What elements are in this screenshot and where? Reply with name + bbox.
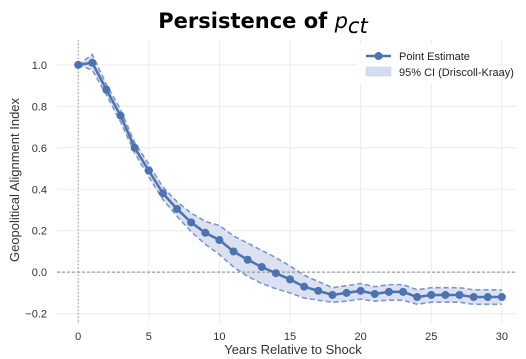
point-estimate-marker	[328, 290, 337, 299]
point-estimate-marker	[257, 262, 266, 271]
x-axis-label: Years Relative to Shock	[224, 342, 362, 357]
point-estimate-marker	[483, 293, 492, 302]
legend: Point Estimate 95% CI (Driscoll-Kraay)	[357, 44, 514, 84]
chart-title: Persistence of pct	[158, 9, 368, 38]
point-estimate-marker	[356, 286, 365, 295]
point-estimate-marker	[441, 290, 450, 299]
x-tick-label: 0	[75, 331, 81, 343]
point-estimate-marker	[314, 286, 323, 295]
y-tick-label: 0.2	[32, 226, 47, 238]
legend-label-point-estimate: Point Estimate	[399, 51, 470, 63]
point-estimate-marker	[271, 269, 280, 278]
legend-label-ci: 95% CI (Driscoll-Kraay)	[399, 67, 514, 79]
x-tick-label: 25	[425, 331, 437, 343]
point-estimate-marker	[144, 166, 153, 175]
point-estimate-marker	[243, 255, 252, 264]
point-estimate-marker	[173, 204, 182, 213]
legend-marker-swatch	[374, 52, 383, 60]
point-estimate-marker	[116, 111, 125, 120]
y-tick-label: 0.0	[32, 267, 47, 279]
y-tick-label: 0.8	[32, 101, 47, 113]
series-group	[74, 58, 506, 302]
x-tick-label: 30	[496, 331, 508, 343]
x-tick-label: 10	[213, 331, 225, 343]
legend-band-swatch	[365, 66, 392, 77]
point-estimate-marker	[384, 287, 393, 296]
point-estimate-marker	[455, 290, 464, 299]
chart-title-prefix: Persistence of	[158, 9, 334, 33]
y-axis-label: Geopolitical Alignment Index	[7, 97, 22, 262]
y-tick-label: 0.4	[32, 184, 47, 196]
point-estimate-marker	[215, 236, 224, 245]
y-tick-labels: −0.2 0.0 0.2 0.4 0.6 0.8 1.0	[25, 60, 47, 321]
point-estimate-marker	[399, 287, 408, 296]
chart-title-subscript: ct	[348, 14, 369, 38]
x-tick-label: 20	[355, 331, 367, 343]
point-estimate-marker	[427, 290, 436, 299]
chart-title-symbol: p	[334, 9, 348, 33]
x-tick-label: 5	[146, 331, 152, 343]
x-tick-label: 15	[284, 331, 296, 343]
ci-upper-line	[77, 53, 502, 291]
point-estimate-marker	[187, 218, 196, 227]
y-tick-label: −0.2	[25, 309, 47, 321]
point-estimate-marker	[413, 293, 422, 302]
point-estimate-marker	[74, 60, 83, 69]
point-estimate-marker	[286, 275, 295, 284]
y-tick-label: 1.0	[32, 60, 47, 72]
point-estimate-marker	[88, 58, 97, 67]
legend-box	[357, 44, 497, 84]
point-estimate-marker	[469, 293, 478, 302]
reference-lines	[57, 40, 516, 324]
point-estimate-marker	[300, 282, 309, 291]
y-tick-label: 0.6	[32, 143, 47, 155]
ci-lower-line	[77, 64, 502, 306]
point-estimate-marker	[158, 189, 167, 198]
point-estimate-marker	[370, 289, 379, 298]
point-estimate-marker	[497, 293, 506, 302]
point-estimate-marker	[229, 247, 238, 256]
ci-band-group	[77, 53, 502, 306]
point-estimate-marker	[130, 143, 139, 152]
point-estimate-marker	[201, 228, 210, 237]
point-estimate-marker	[342, 288, 351, 297]
point-estimate-marker	[102, 85, 111, 94]
x-tick-labels: 0 5 10 15 20 25 30	[75, 331, 508, 343]
